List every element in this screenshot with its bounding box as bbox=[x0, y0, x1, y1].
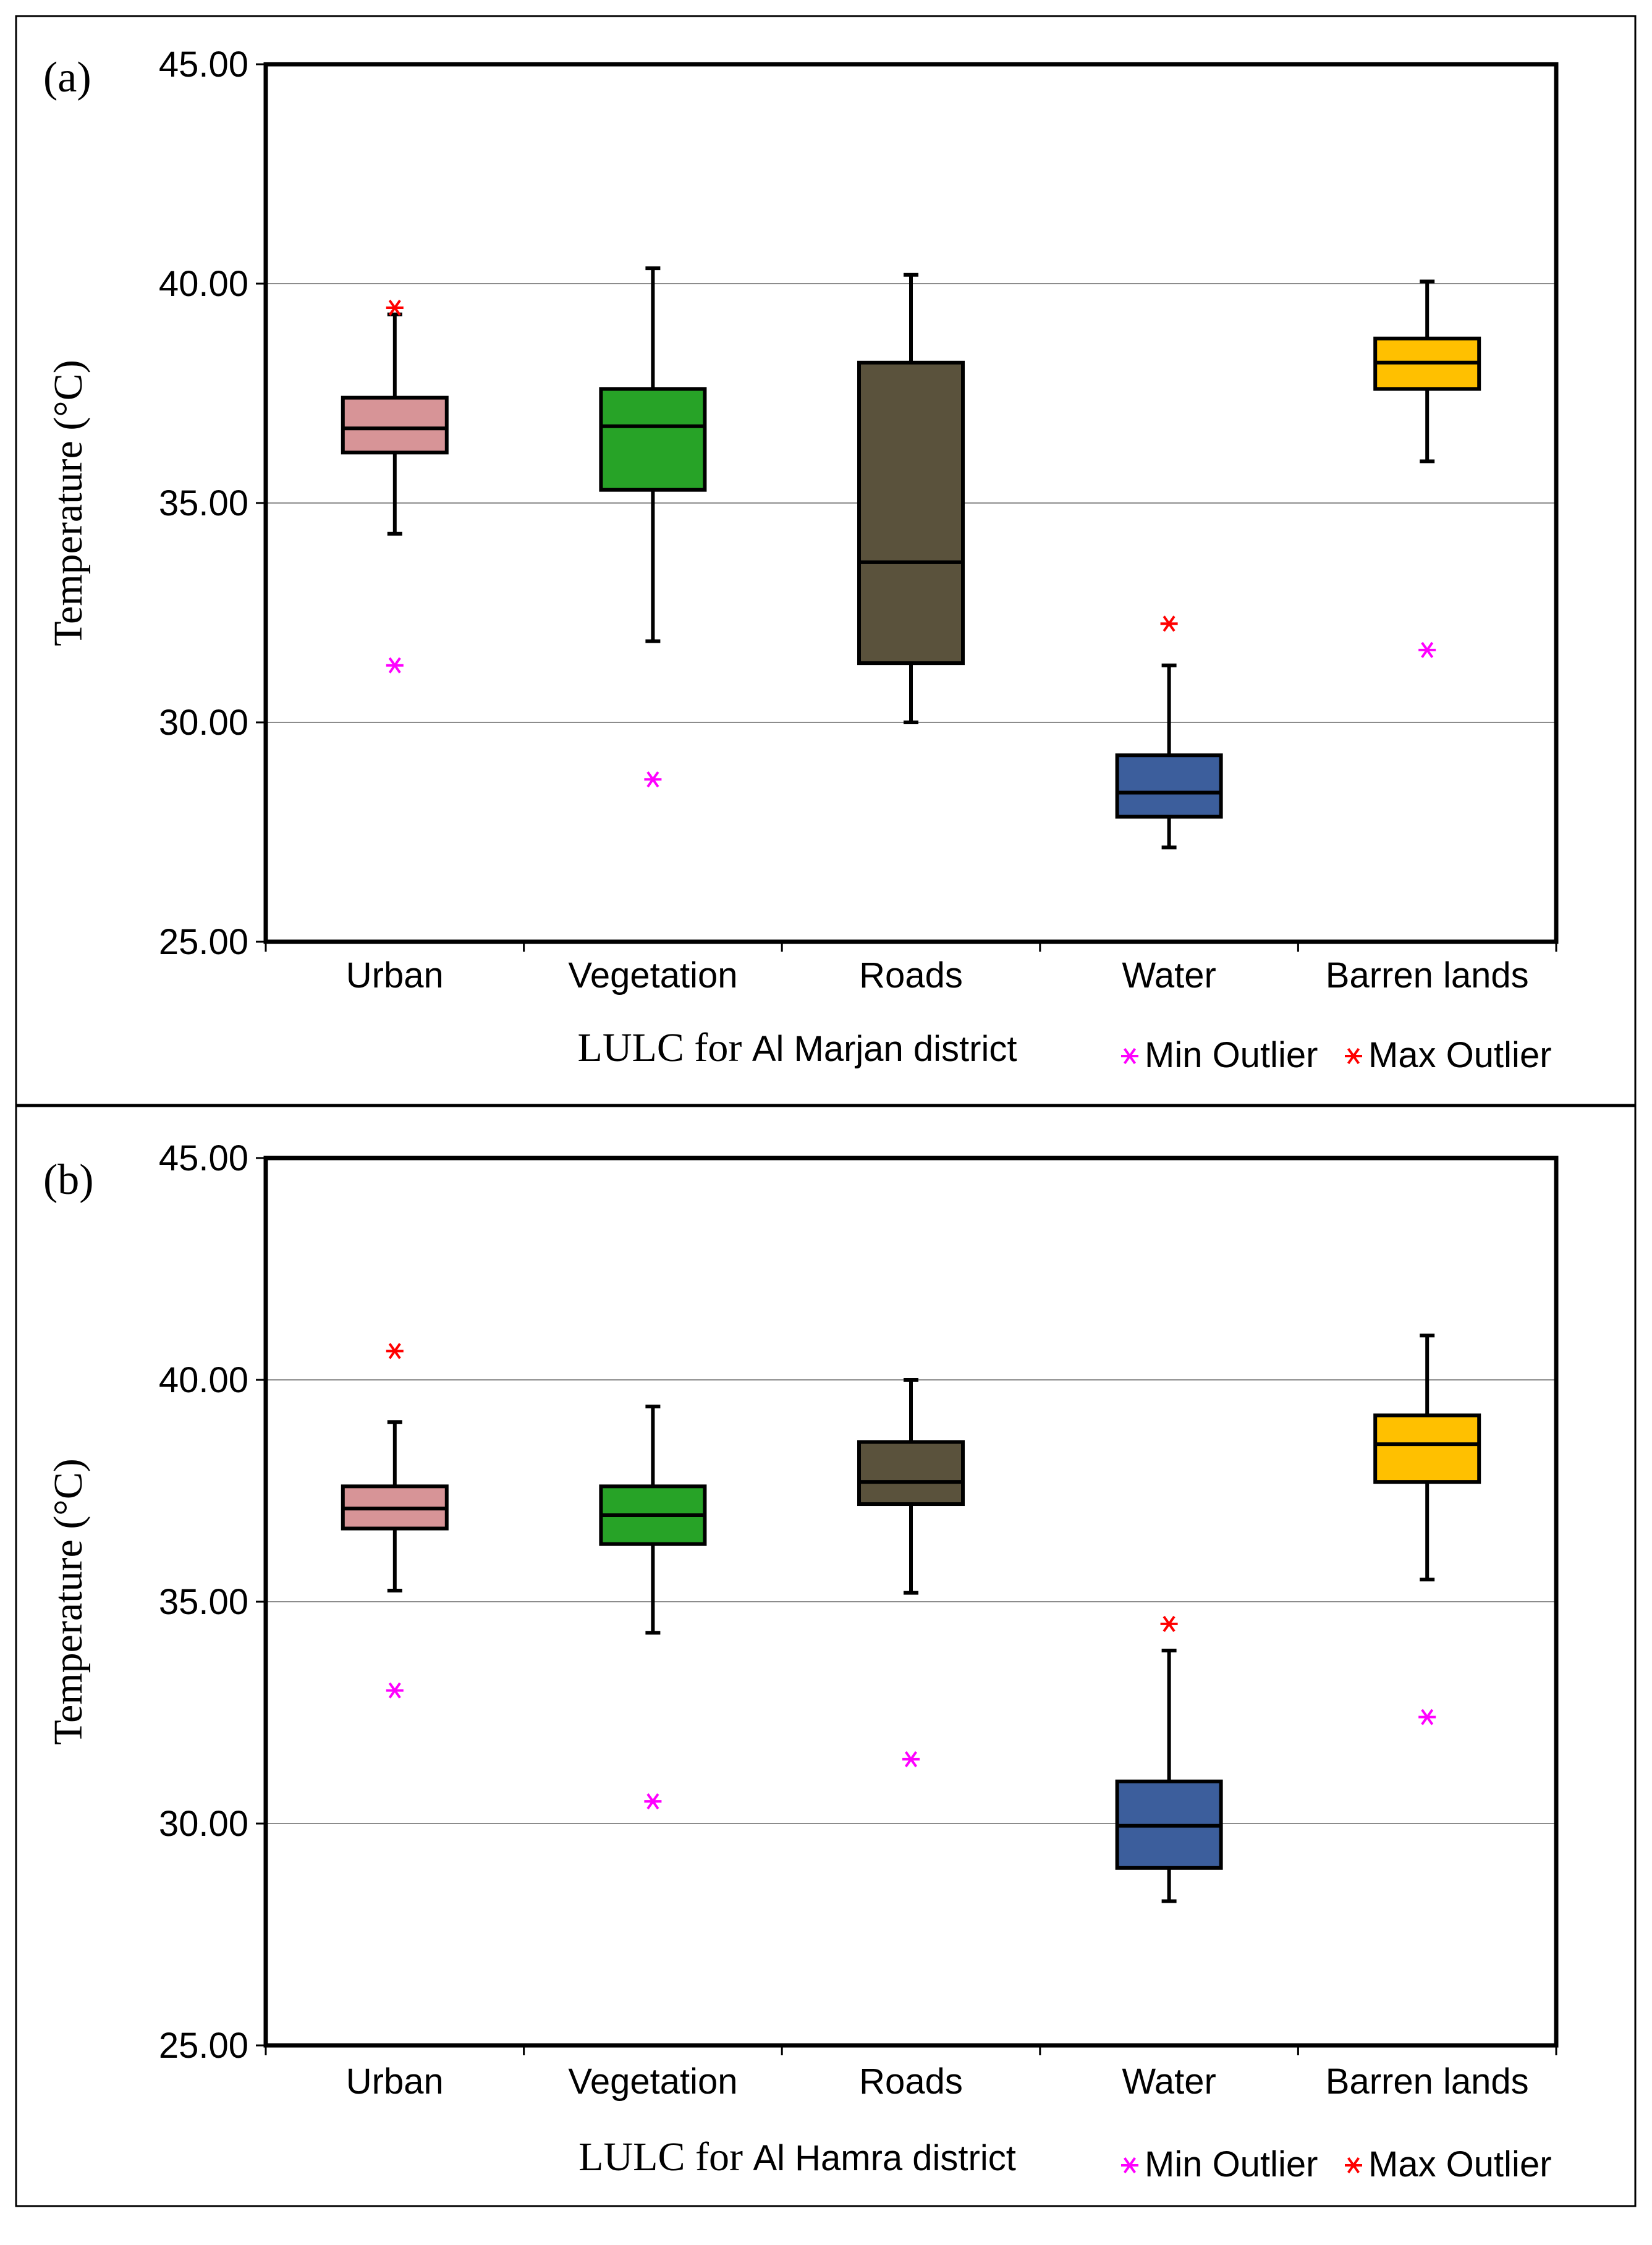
legend-marker-stroke bbox=[1347, 1047, 1360, 1065]
y-axis-label: Temperature (°C) bbox=[46, 1458, 91, 1744]
legend-label: Min Outlier bbox=[1145, 2144, 1318, 2184]
y-tick-label: 45.00 bbox=[159, 44, 248, 85]
min-outlier-marker bbox=[902, 1751, 920, 1767]
box-vegetation bbox=[599, 266, 707, 788]
box-barren-lands bbox=[1373, 1334, 1481, 1725]
legend-marker-stroke bbox=[1123, 1047, 1137, 1065]
legend-max-outlier-marker bbox=[1345, 1047, 1362, 1065]
box-iqr bbox=[341, 395, 449, 455]
box-urban bbox=[341, 1343, 449, 1699]
x-category-label: Vegetation bbox=[568, 955, 737, 996]
max-outlier-marker bbox=[1160, 615, 1178, 632]
box-vegetation bbox=[599, 1405, 707, 1810]
x-category-label: Urban bbox=[346, 2061, 444, 2102]
max-outlier-marker-stroke bbox=[388, 1343, 401, 1359]
x-axis-label-place: Al Marjan district bbox=[752, 1029, 1017, 1069]
legend-marker-stroke bbox=[1123, 2157, 1137, 2174]
min-outlier-marker-stroke bbox=[646, 1793, 659, 1810]
y-axis-label: Temperature (°C) bbox=[46, 360, 91, 646]
legend-marker-stroke bbox=[1347, 2157, 1360, 2174]
max-outlier-marker bbox=[1160, 1615, 1178, 1632]
legend-min-outlier-marker bbox=[1121, 2157, 1138, 2174]
plot-area-frame bbox=[263, 1156, 1559, 2048]
box-urban bbox=[341, 299, 449, 674]
x-category-label: Water bbox=[1122, 2061, 1216, 2102]
x-category-label: Barren lands bbox=[1326, 2061, 1529, 2102]
panel-frame bbox=[15, 1105, 1637, 2207]
y-tick-label: 25.00 bbox=[159, 2026, 248, 2066]
x-axis-label-prefix: LULC for bbox=[578, 1025, 752, 1070]
legend: Min Outlier Max Outlier bbox=[1121, 2144, 1552, 2184]
min-outlier-marker-stroke bbox=[904, 1751, 918, 1767]
max-outlier-marker-stroke bbox=[388, 299, 401, 316]
box-water bbox=[1115, 615, 1223, 850]
x-category-label: Roads bbox=[859, 955, 963, 996]
min-outlier-marker-stroke bbox=[1421, 641, 1434, 658]
panel-label: (b) bbox=[43, 1156, 94, 1204]
box-iqr bbox=[857, 1440, 965, 1507]
y-tick-label: 45.00 bbox=[159, 1138, 248, 1178]
legend-label: Min Outlier bbox=[1145, 1035, 1318, 1075]
y-tick-label: 35.00 bbox=[159, 483, 248, 523]
legend: Min Outlier Max Outlier bbox=[1121, 1035, 1552, 1075]
max-outlier-marker-stroke bbox=[1163, 615, 1175, 632]
min-outlier-marker bbox=[644, 1793, 662, 1810]
y-tick-label: 30.00 bbox=[159, 1804, 248, 1844]
chart-panel-b: 25.00 30.00 35.00 40.00 45.00 Urban Vegetation… bbox=[15, 1105, 1637, 2207]
box-iqr bbox=[1373, 1413, 1481, 1484]
x-category-label: Roads bbox=[859, 2061, 963, 2102]
legend-max-outlier-marker bbox=[1345, 2157, 1362, 2174]
legend-label: Max Outlier bbox=[1368, 1035, 1552, 1075]
y-tick-label: 25.00 bbox=[159, 922, 248, 962]
box-water bbox=[1115, 1615, 1223, 1903]
x-axis-label-prefix: LULC for bbox=[578, 2134, 753, 2179]
min-outlier-marker-stroke bbox=[388, 1682, 401, 1699]
x-axis-label: LULC for Al Hamra district bbox=[578, 2134, 1016, 2179]
min-outlier-marker-stroke bbox=[1421, 1709, 1434, 1725]
min-outlier-marker bbox=[1418, 1709, 1436, 1725]
legend-label: Max Outlier bbox=[1368, 2144, 1552, 2184]
min-outlier-marker bbox=[644, 771, 662, 788]
max-outlier-marker bbox=[386, 1343, 404, 1359]
min-outlier-marker bbox=[386, 1682, 404, 1699]
box-roads bbox=[857, 273, 965, 724]
min-outlier-marker-stroke bbox=[646, 771, 659, 788]
y-tick-label: 40.00 bbox=[159, 264, 248, 304]
box-roads bbox=[857, 1378, 965, 1767]
min-outlier-marker-stroke bbox=[388, 657, 401, 674]
box-iqr bbox=[1115, 753, 1223, 819]
y-tick-label: 35.00 bbox=[159, 1582, 248, 1622]
chart-panel-a: 25.00 30.00 35.00 40.00 45.00 Urban Vegetation… bbox=[15, 15, 1637, 1106]
y-tick-label: 30.00 bbox=[159, 703, 248, 743]
max-outlier-marker-stroke bbox=[1163, 1615, 1175, 1632]
min-outlier-marker bbox=[386, 657, 404, 674]
x-category-label: Water bbox=[1122, 955, 1216, 996]
min-outlier-marker bbox=[1418, 641, 1436, 658]
panel-frame bbox=[15, 15, 1637, 1106]
box-iqr bbox=[599, 387, 707, 492]
x-axis-label-place: Al Hamra district bbox=[753, 2138, 1015, 2178]
x-category-label: Urban bbox=[346, 955, 444, 996]
box-barren-lands bbox=[1373, 279, 1481, 658]
legend-min-outlier-marker bbox=[1121, 1047, 1138, 1065]
x-axis-label: LULC for Al Marjan district bbox=[578, 1025, 1017, 1070]
x-category-label: Vegetation bbox=[568, 2061, 737, 2102]
x-category-label: Barren lands bbox=[1326, 955, 1529, 996]
panel-label: (a) bbox=[43, 54, 91, 101]
plot-area-frame bbox=[263, 62, 1559, 944]
max-outlier-marker bbox=[386, 299, 404, 316]
box-iqr bbox=[857, 360, 965, 666]
y-tick-label: 40.00 bbox=[159, 1360, 248, 1400]
